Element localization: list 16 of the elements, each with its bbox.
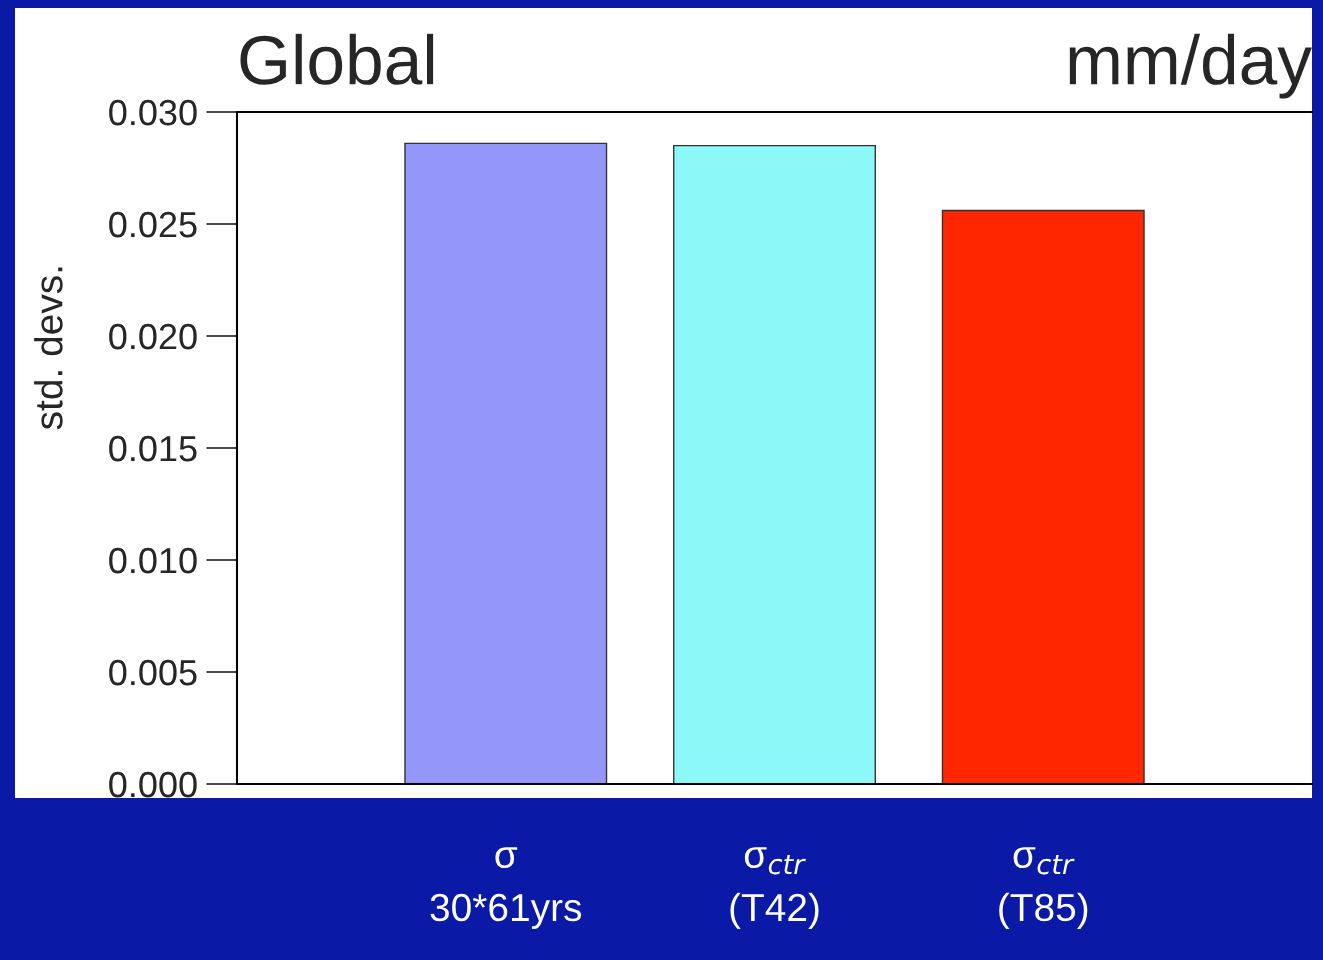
chart-title: Global [240, 33, 434, 85]
y-tick-label: 0.010 [109, 547, 197, 574]
y-tick-label: 0.015 [109, 435, 197, 462]
y-tick-label: 0.000 [109, 771, 197, 798]
x-tick-label: σ$_{ctr}$ (T42) [730, 847, 819, 929]
x-tick-label: σ 30*61yrs [430, 847, 582, 929]
bar [673, 144, 876, 784]
bar [404, 142, 608, 784]
y-axis-title: std. devs. [34, 267, 63, 430]
y-tick-label: 0.030 [109, 99, 197, 126]
y-tick-label: 0.005 [109, 659, 197, 686]
y-tick-label: 0.025 [109, 211, 197, 238]
x-tick-label: σ$_{ctr}$ (T85) [999, 847, 1088, 929]
y-tick-label: 0.020 [109, 323, 197, 350]
text: mm/day [1069, 33, 1312, 99]
bar [941, 209, 1145, 784]
